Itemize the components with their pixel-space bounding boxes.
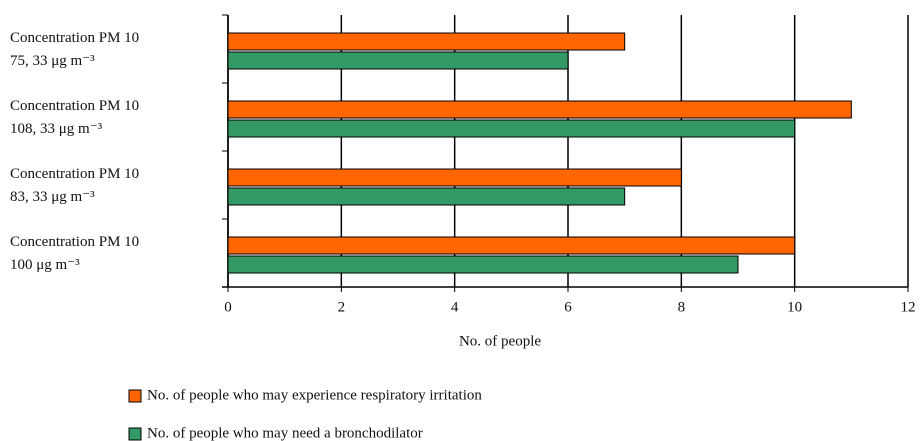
bar bbox=[227, 51, 569, 70]
legend-swatch bbox=[128, 389, 142, 403]
bar bbox=[227, 119, 796, 138]
x-tick-label: 2 bbox=[338, 299, 346, 315]
bar bbox=[227, 187, 626, 206]
y-tick-label-line: Concentration PM 10 bbox=[10, 30, 139, 46]
bar bbox=[227, 168, 682, 187]
y-tick-label-line: 108, 33 μg m⁻³ bbox=[10, 121, 103, 137]
y-tick-label-line: 75, 33 μg m⁻³ bbox=[10, 53, 95, 69]
x-tick-label: 4 bbox=[451, 299, 459, 315]
x-tick-label: 6 bbox=[564, 299, 572, 315]
y-tick-label-line: 100 μg m⁻³ bbox=[10, 257, 80, 273]
y-tick-label: Concentration PM 10 100 μg m⁻³ bbox=[10, 234, 139, 273]
x-tick-label: 8 bbox=[678, 299, 686, 315]
y-tick-label-line: Concentration PM 10 bbox=[10, 234, 139, 250]
x-axis-label: No. of people bbox=[459, 333, 541, 349]
bar bbox=[227, 255, 739, 274]
y-tick-label-line: Concentration PM 10 bbox=[10, 98, 139, 114]
bar bbox=[227, 236, 796, 255]
bar bbox=[227, 32, 626, 51]
legend-label: No. of people who may experience respira… bbox=[147, 387, 482, 403]
legend-swatch bbox=[128, 427, 142, 441]
y-tick-label-line: Concentration PM 10 bbox=[10, 166, 139, 182]
bar bbox=[227, 100, 852, 119]
y-tick-label: Concentration PM 10 108, 33 μg m⁻³ bbox=[10, 98, 139, 137]
x-tick-label: 12 bbox=[901, 299, 916, 315]
y-tick-label-line: 83, 33 μg m⁻³ bbox=[10, 189, 95, 205]
x-tick-label: 0 bbox=[224, 299, 232, 315]
y-tick-label: Concentration PM 10 83, 33 μg m⁻³ bbox=[10, 166, 139, 205]
legend-label: No. of people who may need a bronchodila… bbox=[147, 425, 423, 441]
x-tick-label: 10 bbox=[787, 299, 802, 315]
y-tick-label: Concentration PM 10 75, 33 μg m⁻³ bbox=[10, 30, 139, 69]
